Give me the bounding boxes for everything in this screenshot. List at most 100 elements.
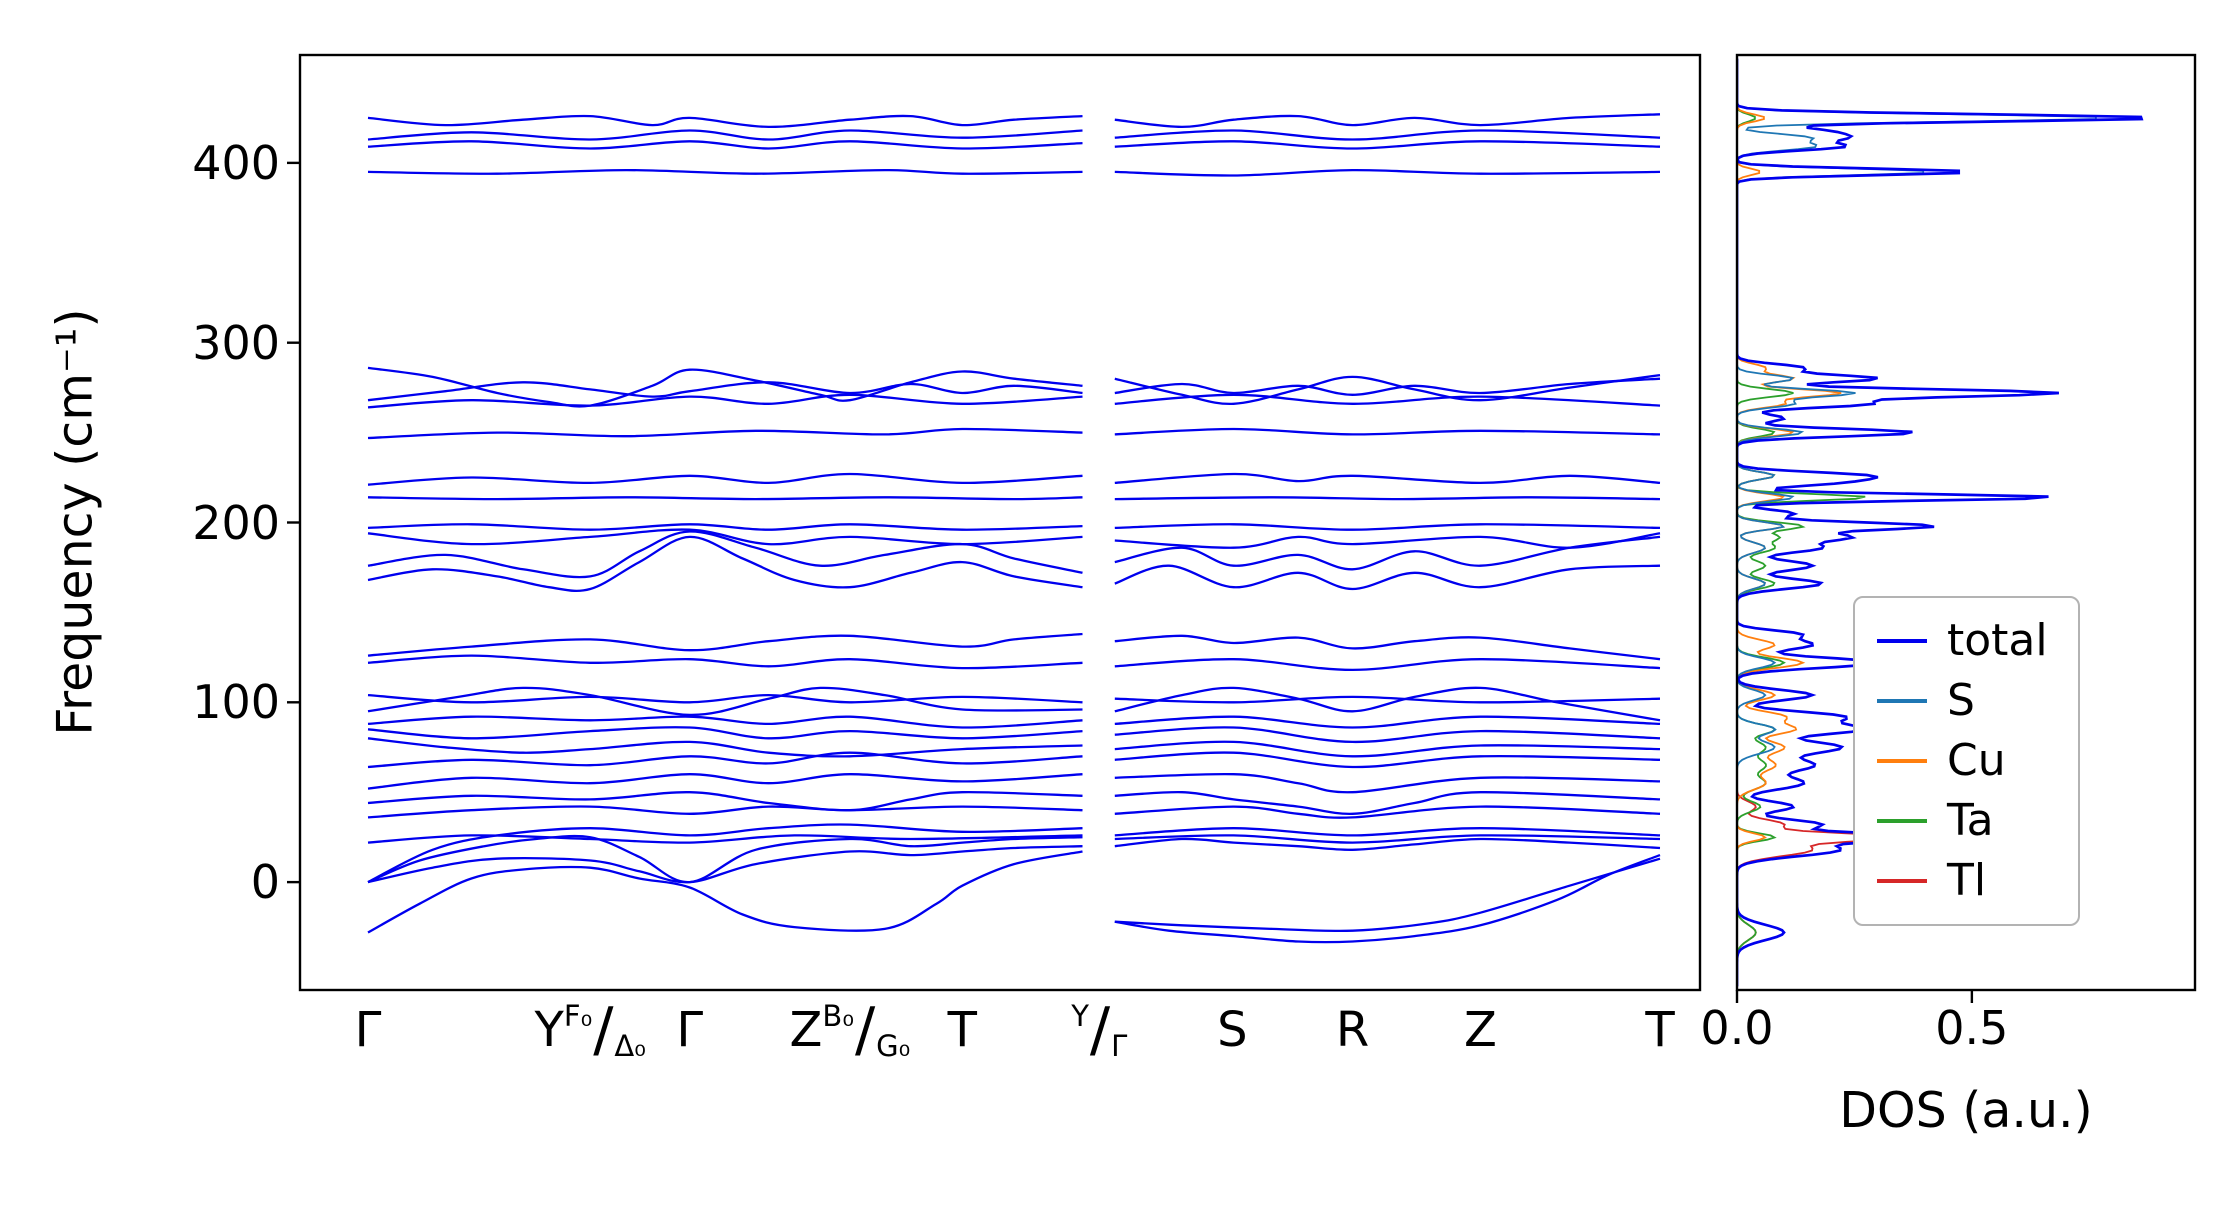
phonon-band (1114, 377, 1661, 396)
k-symbol: Γ (676, 1002, 704, 1058)
kpath-label-3: Z B₀ / G₀ (789, 995, 911, 1065)
phonon-band (1114, 373, 1661, 405)
kpath-label-2: Γ (676, 1000, 703, 1060)
phonon-band (1114, 695, 1661, 704)
legend: total S Cu Ta Tl (1853, 596, 2080, 926)
phonon-band (1114, 535, 1661, 571)
phonon-band (367, 790, 1083, 812)
phonon-band (367, 737, 1083, 758)
phonon-band (367, 472, 1083, 486)
phonon-band (367, 523, 1083, 531)
legend-label: Cu (1947, 735, 2006, 786)
S-legend-line (1877, 699, 1927, 703)
y-tick-label: 400 (192, 135, 280, 190)
phonon-band (1114, 564, 1661, 591)
kpath-label-5: Y / Γ (1071, 999, 1127, 1063)
y-tick-label: 300 (192, 315, 280, 370)
phonon-band (1114, 790, 1661, 815)
dos-axis-label: DOS (a.u.) (1839, 1082, 2093, 1139)
Cu-legend-line (1877, 759, 1927, 763)
k-superscript: B₀ (822, 999, 854, 1033)
Tl-legend-line (1877, 879, 1927, 883)
legend-entry-S: S (1877, 674, 2048, 728)
phonon-band (1114, 837, 1661, 851)
phonon-band (367, 715, 1083, 729)
k-symbol: S (1217, 1002, 1248, 1058)
k-slash: / (593, 995, 614, 1065)
phonon-band (367, 751, 1083, 769)
kpath-label-0: Γ (355, 1000, 382, 1060)
k-symbol: Z (789, 1002, 823, 1058)
legend-entry-total: total (1877, 614, 2048, 668)
kpath-labels: Γ Y F₀ / Δ₀ Γ Z B₀ / G₀ T Y / Γ S R Z T (0, 995, 2222, 1080)
dos-curve-Tl (1737, 58, 1910, 987)
dos-curve-total (1737, 58, 2144, 987)
k-superscript: F₀ (563, 999, 593, 1033)
kpath-label-6: S (1217, 1000, 1247, 1060)
legend-label: Tl (1947, 855, 1987, 906)
k-symbol: Z (1463, 1002, 1497, 1058)
phonon-band (1114, 113, 1661, 129)
kpath-label-1: Y F₀ / Δ₀ (534, 995, 646, 1065)
phonon-band (1114, 634, 1661, 661)
phonon-band (1114, 805, 1661, 819)
Ta-legend-line (1877, 819, 1927, 823)
phonon-band (1114, 427, 1661, 436)
k-symbol: T (947, 1002, 977, 1058)
k-symbol: R (1335, 1002, 1370, 1058)
dos-curve-Cu (1737, 58, 1842, 987)
total-legend-line (1877, 639, 1927, 643)
phonon-band (1114, 686, 1661, 722)
phonon-band (367, 393, 1083, 409)
k-slash: / (854, 995, 876, 1065)
k-subscript: G₀ (876, 1029, 911, 1063)
legend-label: Ta (1947, 795, 1994, 846)
phonon-band (367, 129, 1083, 141)
phonon-band (367, 686, 1083, 717)
phonon-band (367, 168, 1083, 175)
phonon-band (367, 850, 1083, 934)
k-subscript: Δ₀ (614, 1029, 646, 1063)
dos-tick-labels: 0.0 0.5 (0, 1002, 2222, 1062)
phonon-band (1114, 140, 1661, 150)
phonon-band (1114, 168, 1661, 177)
phonon-band (367, 366, 1083, 408)
phonon-band (367, 773, 1083, 790)
band-lines (367, 113, 1661, 944)
phonon-band (367, 530, 1083, 579)
phonon-band (1114, 523, 1661, 531)
kpath-label-4: T (948, 1000, 977, 1060)
dos-tick-label: 0.0 (1700, 1001, 1774, 1055)
dos-curves (1737, 58, 2144, 987)
phonon-band (1114, 772, 1661, 794)
phonon-band (1114, 827, 1661, 837)
k-symbol: Y (534, 1002, 564, 1058)
dos-curve-S (1737, 58, 2097, 987)
y-tick-label: 100 (192, 675, 280, 730)
kpath-label-8: Z (1464, 1000, 1497, 1060)
phonon-band (1114, 857, 1661, 933)
kpath-label-9: T (1645, 1000, 1674, 1060)
phonon-band (367, 496, 1083, 501)
kpath-label-7: R (1336, 1000, 1369, 1060)
phonon-band (367, 834, 1083, 844)
legend-entry-Cu: Cu (1877, 734, 2048, 788)
phonon-band (1114, 854, 1661, 944)
y-tick-label: 200 (192, 495, 280, 550)
phonon-band (367, 693, 1083, 704)
phonon-band (1114, 715, 1661, 729)
phonon-band (1114, 532, 1661, 549)
legend-label: S (1947, 675, 1975, 726)
legend-label: total (1947, 615, 2048, 666)
y-tick-label: 0 (250, 855, 280, 910)
legend-entry-Tl: Tl (1877, 854, 2048, 908)
phonon-band (367, 535, 1083, 592)
phonon-band (367, 114, 1083, 129)
phonon-band (1114, 658, 1661, 672)
phonon-band (367, 726, 1083, 740)
phonon-band (1114, 472, 1661, 485)
dos-tick-label: 0.5 (1935, 1001, 2009, 1055)
phonon-band (367, 654, 1083, 670)
